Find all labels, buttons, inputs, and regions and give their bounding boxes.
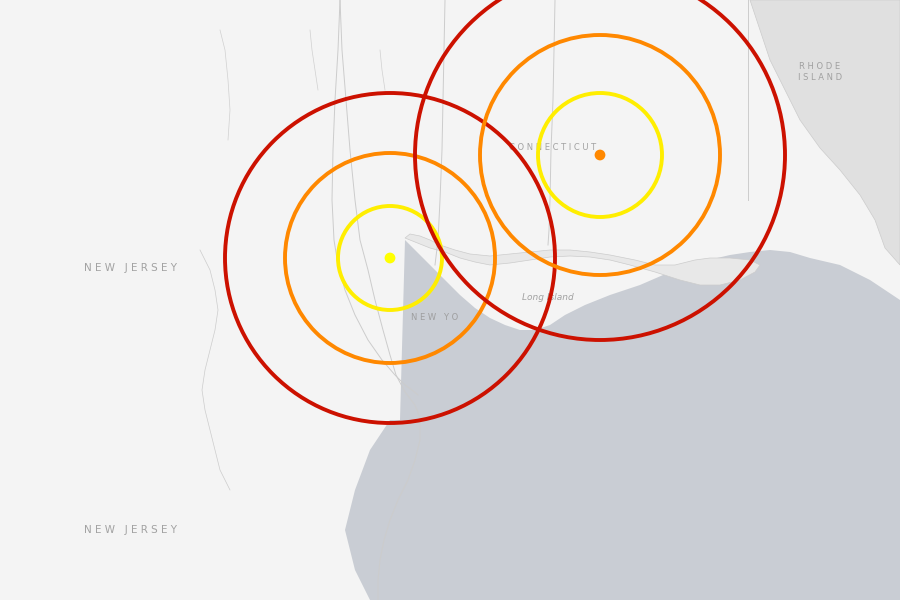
Text: C O N N E C T I C U T: C O N N E C T I C U T [509,143,597,152]
Point [382,253,397,263]
Text: N E W   J E R S E Y: N E W J E R S E Y [84,263,176,273]
Polygon shape [750,0,900,265]
Polygon shape [345,240,900,600]
Polygon shape [405,234,760,285]
Point [593,150,608,160]
Text: R H O D E
I S L A N D: R H O D E I S L A N D [798,62,842,82]
Text: Long Island: Long Island [522,293,574,302]
Text: N E W   Y O: N E W Y O [411,313,459,323]
Text: N E W   J E R S E Y: N E W J E R S E Y [84,525,176,535]
